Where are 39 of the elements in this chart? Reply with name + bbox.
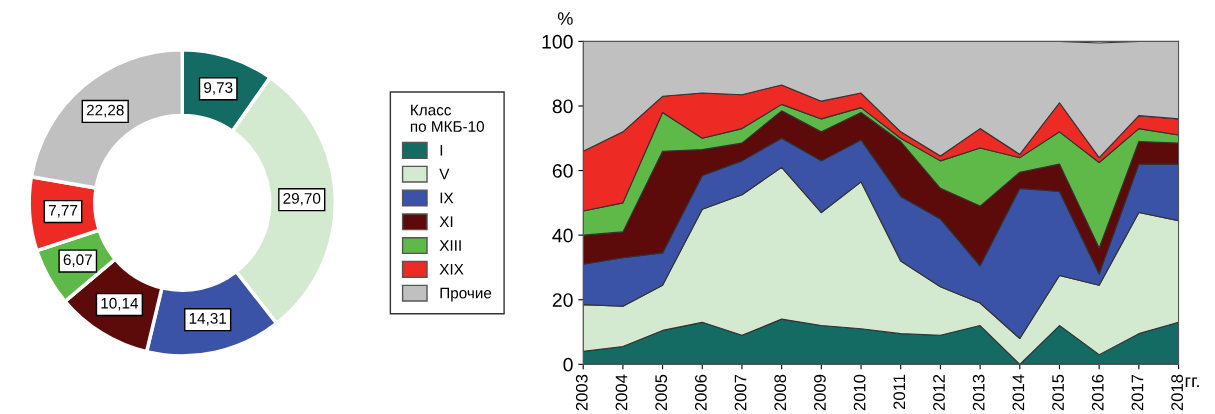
legend-title: Класс по МКБ-10 — [410, 104, 485, 132]
x-tick-label: 2014 — [1012, 374, 1025, 411]
x-tick-label: 2008 — [774, 374, 787, 411]
y-axis-title: % — [557, 12, 573, 25]
x-tick-label: 2012 — [933, 374, 945, 411]
x-tick-label: 2009 — [814, 374, 826, 411]
legend-label: Прочие — [440, 287, 492, 302]
data-label: 9,73 — [204, 82, 233, 95]
x-tick-label: 2013 — [972, 374, 985, 411]
data-label: 6,07 — [63, 254, 92, 267]
x-tick-label: 2018 — [1171, 374, 1184, 411]
x-tick-label: 2004 — [615, 374, 628, 411]
data-label: 22,28 — [86, 104, 124, 118]
y-tick-label: 60 — [552, 164, 573, 178]
data-label: 14,31 — [189, 312, 227, 326]
x-tick-label: 2010 — [853, 374, 866, 411]
x-axis-title: гг. — [1185, 377, 1199, 388]
y-tick-label: 100 — [542, 34, 573, 49]
x-tick-label: 2017 — [1131, 374, 1144, 411]
x-tick-label: 2016 — [1091, 374, 1104, 411]
x-tick-label: 2015 — [1052, 374, 1064, 411]
y-tick-label: 0 — [563, 357, 573, 372]
legend-label: XIII — [439, 240, 461, 251]
legend-label: V — [439, 168, 450, 180]
data-label: 7,77 — [48, 205, 78, 218]
x-tick-label: 2011 — [893, 374, 906, 410]
y-tick-label: 20 — [552, 293, 573, 307]
x-tick-label: 2006 — [694, 374, 707, 411]
data-label: 10,14 — [101, 297, 139, 311]
y-tick-label: 40 — [552, 228, 573, 243]
legend-label: XIX — [439, 264, 464, 275]
data-label: 29,70 — [283, 192, 321, 206]
legend-label: XI — [439, 216, 453, 227]
y-tick-label: 80 — [552, 99, 573, 114]
legend-label: I — [440, 145, 443, 156]
x-tick-label: 2003 — [575, 374, 588, 411]
legend-label: IX — [440, 192, 454, 204]
x-tick-label: 2005 — [655, 374, 668, 411]
x-tick-label: 2007 — [734, 374, 747, 411]
